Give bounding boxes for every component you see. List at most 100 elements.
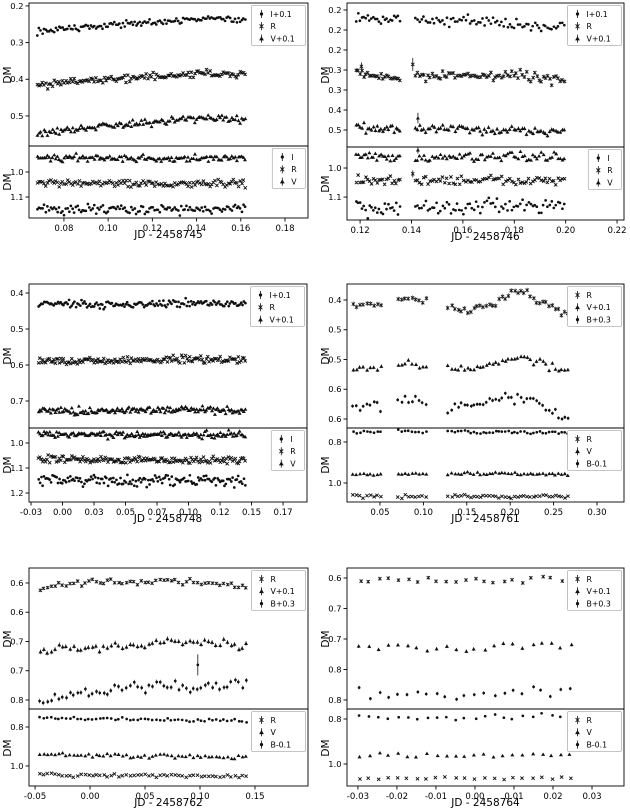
legend-entry-label: V+0.1 — [587, 587, 611, 596]
legend-circle-icon — [259, 12, 264, 16]
legend: R V+0.1 B+0.3 — [567, 570, 622, 611]
legend-circle-icon — [575, 317, 580, 322]
x-tick-label: -0.05 — [24, 792, 46, 802]
series-B-0.1 — [357, 711, 573, 722]
legend-entry-label: R — [271, 22, 277, 31]
x-tick-label: -0.01 — [425, 792, 447, 802]
legend-x-icon — [279, 449, 284, 454]
x-axis: 0.05 0.10 0.15 0.20 0.25 0.30 — [370, 502, 607, 518]
y-tick-label: 0.5 — [328, 125, 341, 135]
subpanel-top: 0.4 0.5 0.5 0.6 0.6 R V+0.1 B+0.3 — [328, 283, 625, 429]
legend-x-icon — [575, 292, 580, 298]
x-tick-label: 0.14 — [187, 224, 206, 234]
legend-entry-label: V — [291, 177, 297, 186]
legend-triangle-icon — [575, 589, 580, 594]
x-tick-label: 0.10 — [414, 508, 433, 518]
y-tick-label: 0.3 — [328, 85, 341, 95]
y-axis-label-dm-bottom: DM — [320, 738, 332, 757]
legend-triangle-icon — [575, 730, 580, 735]
legend-entry-label: V+0.1 — [271, 587, 295, 596]
y-tick-label: 0.8 — [328, 695, 341, 705]
legend-circle-icon — [280, 155, 284, 159]
y-tick-label: 0.7 — [328, 634, 341, 644]
series-I — [37, 473, 247, 489]
x-tick-label: -0.03 — [347, 792, 369, 802]
legend: IRV — [270, 430, 305, 471]
legend: IRV — [587, 149, 622, 190]
y-tick-label: 0.5 — [10, 324, 23, 334]
legend-entry-label: I+0.1 — [587, 10, 608, 19]
legend-entry-label: R — [587, 575, 593, 584]
y-tick-label: 0.5 — [328, 325, 341, 335]
legend-entry-label: R — [270, 303, 276, 312]
axes-spines — [28, 708, 309, 787]
y-tick-label: 1.0 — [328, 478, 341, 488]
subpanel-top: 0.6 0.6 0.7 0.7 0.8 R V+0.1 B+0.3 — [10, 567, 309, 710]
subpanel-bottom: 1.0 1.1 IRV — [328, 146, 625, 221]
legend-entry-label: B+0.3 — [587, 599, 611, 608]
series-V+0.1 — [36, 403, 248, 417]
y-axis: 1.0 1.1 1.2 — [10, 438, 29, 498]
subpanel-bottom: 1.0 1.1 1.2 IRV — [10, 427, 308, 503]
legend-x-icon — [259, 717, 264, 723]
y-tick-label: 0.4 — [328, 105, 341, 115]
y-tick-label: 1.2 — [10, 488, 23, 498]
series-V — [353, 146, 567, 163]
x-tick-label: -0.02 — [386, 792, 408, 802]
y-axis-label-dm-top: DM — [320, 629, 332, 648]
y-tick-label: 0.3 — [10, 38, 23, 48]
legend-circle-icon — [258, 293, 263, 297]
y-tick-label: 0.7 — [328, 603, 341, 613]
y-tick-label: 0.4 — [328, 295, 341, 305]
x-axis: 0.12 0.14 0.16 0.18 0.20 0.22 — [351, 220, 627, 236]
series-R — [354, 170, 567, 187]
x-axis: -0.03 -0.02 -0.01 0.00 0.01 0.02 0.03 — [347, 786, 602, 802]
series-V+0.1 — [351, 354, 570, 373]
legend-entry-label: R — [587, 435, 593, 444]
subpanel-top: 0.2 0.2 0.2 0.3 0.3 0.4 0.5 I+0.1 R V+0.1 — [328, 2, 625, 148]
x-tick-label: 0.30 — [587, 508, 606, 518]
y-axis: 0.6 0.6 0.7 0.7 0.8 — [10, 578, 29, 705]
series-V — [357, 751, 572, 759]
series-B+0.3 — [351, 391, 570, 421]
x-tick-label: 0.18 — [505, 226, 524, 236]
series-I+0.1 — [37, 296, 247, 311]
subpanel-bottom: 0.8 1.0 RV B-0.1 — [328, 708, 625, 787]
y-axis: 1.0 1.1 — [328, 163, 347, 202]
series-V+0.1 — [38, 636, 249, 656]
legend-entry-label: V+0.1 — [587, 34, 611, 43]
x-tick-label: 0.02 — [543, 792, 562, 802]
x-tick-label: 0.03 — [582, 792, 601, 802]
legend-circle-icon — [279, 437, 283, 441]
legend-circle-icon — [259, 601, 264, 606]
legend-triangle-icon — [258, 317, 263, 322]
axes-spines — [346, 427, 625, 503]
x-axis-label: JD - 2458762 — [134, 797, 203, 808]
legend-entry-label: V — [290, 459, 296, 468]
y-tick-label: 1.0 — [328, 163, 341, 173]
x-tick-label: 0.20 — [556, 226, 575, 236]
legend-x-icon — [575, 717, 580, 723]
series-I+0.1 — [354, 11, 566, 33]
legend-triangle-icon — [259, 36, 264, 41]
legend-entry-label: B-0.1 — [271, 740, 292, 749]
x-tick-label: 0.12 — [143, 224, 162, 234]
legend-x-icon — [596, 168, 601, 173]
x-tick-label: -0.03 — [20, 508, 42, 518]
legend-entry-label: B+0.3 — [271, 599, 295, 608]
legend-entry-label: R — [271, 575, 277, 584]
legend-entry-label: V+0.1 — [587, 303, 611, 312]
legend-triangle-icon — [595, 180, 601, 185]
x-axis-label: JD - 2458764 — [451, 797, 520, 808]
y-tick-label: 0.4 — [10, 74, 23, 84]
y-tick-label: 0.8 — [10, 722, 23, 732]
series-B+0.3 — [357, 685, 572, 702]
x-tick-label: 0.22 — [607, 226, 626, 236]
legend-entry-label: R — [271, 716, 277, 725]
legend-entry-label: R — [607, 166, 613, 175]
legend-triangle-icon — [279, 179, 285, 184]
legend-x-icon — [575, 576, 580, 582]
y-axis: 0.2 0.2 0.2 0.3 0.3 0.4 0.5 — [328, 5, 347, 135]
series-R — [350, 492, 570, 501]
